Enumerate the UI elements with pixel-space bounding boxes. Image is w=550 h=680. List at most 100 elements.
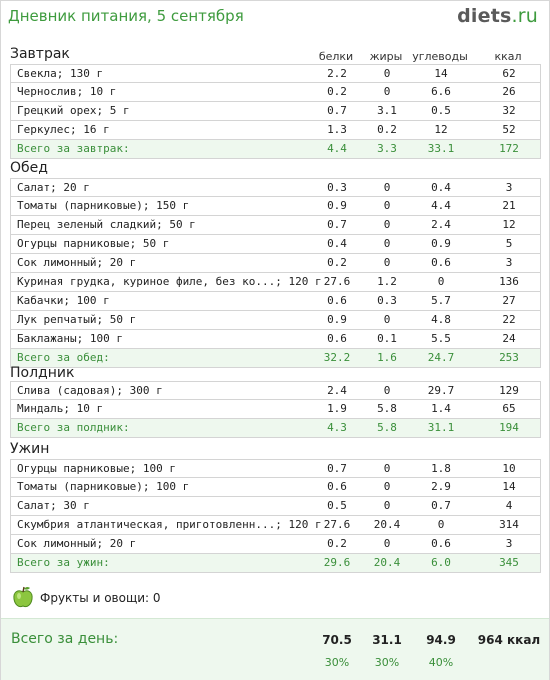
- protein-value: 0.2: [327, 256, 347, 269]
- protein-value: 0.7: [327, 218, 347, 231]
- food-row[interactable]: Грецкий орех; 5 г 0.7 3.1 0.5 32: [10, 102, 541, 121]
- food-row[interactable]: Лук репчатый; 50 г 0.9 0 4.8 22: [10, 311, 541, 330]
- meal-total-row: Всего за ужин: 29.6 20.4 6.0 345: [10, 554, 541, 573]
- fat-value: 5.8: [377, 402, 397, 415]
- day-kcal: 964 ккал: [477, 633, 541, 647]
- protein-value: 1.3: [327, 123, 347, 136]
- food-name: Всего за завтрак:: [17, 142, 130, 155]
- protein-value: 4.4: [327, 142, 347, 155]
- food-row[interactable]: Чернослив; 10 г 0.2 0 6.6 26: [10, 83, 541, 102]
- carbs-value: 33.1: [427, 142, 455, 155]
- protein-value: 0.7: [327, 462, 347, 475]
- food-name: Геркулес; 16 г: [17, 123, 110, 136]
- carbs-value: 4.4: [431, 199, 451, 212]
- kcal-value: 5: [505, 237, 513, 250]
- site-logo[interactable]: diets.ru: [457, 5, 538, 27]
- food-name: Куриная грудка, куриное филе, без ко...;…: [17, 275, 322, 288]
- day-protein-pct: 30%: [324, 656, 350, 669]
- fat-value: 1.2: [377, 275, 397, 288]
- food-row[interactable]: Геркулес; 16 г 1.3 0.2 12 52: [10, 121, 541, 140]
- food-row[interactable]: Миндаль; 10 г 1.9 5.8 1.4 65: [10, 400, 541, 419]
- meal-title-dinner: Ужин: [10, 441, 50, 457]
- meal-table-breakfast: Свекла; 130 г 2.2 0 14 62 Чернослив; 10 г 0.2 0…: [10, 64, 541, 159]
- protein-value: 0.2: [327, 537, 347, 550]
- protein-value: 0.6: [327, 480, 347, 493]
- food-row[interactable]: Слива (садовая); 300 г 2.4 0 29.7 129: [10, 381, 541, 400]
- carbs-value: 2.9: [431, 480, 451, 493]
- food-name: Свекла; 130 г: [17, 67, 104, 80]
- kcal-value: 27: [502, 294, 516, 307]
- carbs-value: 0.5: [431, 104, 451, 117]
- fruits-veg-count: Фрукты и овощи: 0: [40, 591, 161, 605]
- food-row[interactable]: Огурцы парниковые; 100 г 0.7 0 1.8 10: [10, 459, 541, 478]
- fat-value: 20.4: [373, 518, 401, 531]
- fat-value: 0: [383, 313, 391, 326]
- fat-value: 0: [383, 480, 391, 493]
- food-name: Огурцы парниковые; 50 г: [17, 237, 170, 250]
- food-row[interactable]: Томаты (парниковые); 100 г 0.6 0 2.9 14: [10, 478, 541, 497]
- food-row[interactable]: Перец зеленый сладкий; 50 г 0.7 0 2.4 12: [10, 216, 541, 235]
- food-row[interactable]: Салат; 30 г 0.5 0 0.7 4: [10, 497, 541, 516]
- kcal-value: 345: [499, 556, 519, 569]
- kcal-value: 32: [502, 104, 516, 117]
- food-name: Сок лимонный; 20 г: [17, 256, 137, 269]
- food-row[interactable]: Салат; 20 г 0.3 0 0.4 3: [10, 178, 541, 197]
- carbs-value: 5.5: [431, 332, 451, 345]
- protein-value: 29.6: [323, 556, 351, 569]
- fat-value: 3.1: [377, 104, 397, 117]
- food-name: Чернослив; 10 г: [17, 85, 117, 98]
- food-row[interactable]: Кабачки; 100 г 0.6 0.3 5.7 27: [10, 292, 541, 311]
- kcal-value: 52: [502, 123, 516, 136]
- food-name: Томаты (парниковые); 150 г: [17, 199, 190, 212]
- food-row[interactable]: Скумбрия атлантическая, приготовленн...;…: [10, 516, 541, 535]
- day-total-label: Всего за день:: [11, 631, 119, 647]
- meal-table-lunch: Салат; 20 г 0.3 0 0.4 3 Томаты (парниковые); …: [10, 178, 541, 368]
- food-row[interactable]: Сок лимонный; 20 г 0.2 0 0.6 3: [10, 535, 541, 554]
- food-name: Лук репчатый; 50 г: [17, 313, 137, 326]
- carbs-value: 24.7: [427, 351, 455, 364]
- food-name: Салат; 30 г: [17, 499, 90, 512]
- kcal-value: 12: [502, 218, 516, 231]
- fat-value: 0: [383, 85, 391, 98]
- food-row[interactable]: Сок лимонный; 20 г 0.2 0 0.6 3: [10, 254, 541, 273]
- protein-value: 0.9: [327, 313, 347, 326]
- food-row[interactable]: Огурцы парниковые; 50 г 0.4 0 0.9 5: [10, 235, 541, 254]
- carbs-value: 31.1: [427, 421, 455, 434]
- day-protein: 70.5: [322, 633, 352, 647]
- carbs-value: 12: [434, 123, 448, 136]
- fat-value: 0: [383, 67, 391, 80]
- carbs-value: 0: [437, 275, 445, 288]
- kcal-value: 3: [505, 537, 513, 550]
- protein-value: 0.2: [327, 85, 347, 98]
- kcal-value: 22: [502, 313, 516, 326]
- food-row[interactable]: Куриная грудка, куриное филе, без ко...;…: [10, 273, 541, 292]
- carbs-value: 6.6: [431, 85, 451, 98]
- carbs-value: 0.6: [431, 537, 451, 550]
- kcal-value: 129: [499, 384, 519, 397]
- protein-value: 0.6: [327, 332, 347, 345]
- fat-value: 0: [383, 384, 391, 397]
- protein-value: 0.4: [327, 237, 347, 250]
- col-header-carbs: углеводы: [412, 50, 468, 63]
- protein-value: 2.2: [327, 67, 347, 80]
- food-row[interactable]: Томаты (парниковые); 150 г 0.9 0 4.4 21: [10, 197, 541, 216]
- food-row[interactable]: Свекла; 130 г 2.2 0 14 62: [10, 64, 541, 83]
- carbs-value: 1.8: [431, 462, 451, 475]
- kcal-value: 62: [502, 67, 516, 80]
- kcal-value: 253: [499, 351, 519, 364]
- logo-tld: .ru: [511, 5, 538, 27]
- col-header-fat: жиры: [369, 50, 403, 63]
- fat-value: 0: [383, 537, 391, 550]
- day-fat: 31.1: [372, 633, 402, 647]
- meal-table-snack: Слива (садовая); 300 г 2.4 0 29.7 129 Миндаль…: [10, 381, 541, 438]
- fat-value: 0.1: [377, 332, 397, 345]
- kcal-value: 314: [499, 518, 519, 531]
- protein-value: 0.5: [327, 499, 347, 512]
- carbs-value: 1.4: [431, 402, 451, 415]
- fat-value: 1.6: [377, 351, 397, 364]
- food-row[interactable]: Баклажаны; 100 г 0.6 0.1 5.5 24: [10, 330, 541, 349]
- kcal-value: 3: [505, 256, 513, 269]
- protein-value: 27.6: [323, 275, 351, 288]
- food-name: Всего за ужин:: [17, 556, 110, 569]
- carbs-value: 0.7: [431, 499, 451, 512]
